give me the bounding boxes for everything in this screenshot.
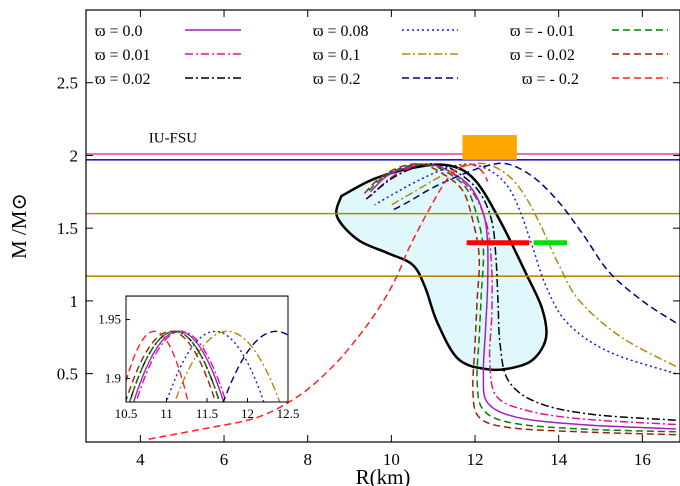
- legend: ϖ = 0.0 ϖ = 0.01 ϖ = 0.02 ϖ = 0.08 ϖ = 0.1 ϖ …: [95, 23, 668, 88]
- legend-label: ϖ = - 0.01: [510, 23, 575, 40]
- inset-background: [126, 296, 288, 402]
- y-axis-label: M /M⊙: [7, 193, 31, 259]
- x-tick-label: 12: [467, 450, 484, 469]
- inset-curve-4: [174, 330, 281, 402]
- inset-x-tick-label: 10.5: [115, 406, 138, 421]
- series-curve-5: [391, 162, 677, 324]
- x-tick-label: 14: [550, 450, 568, 469]
- inset-curve-5: [222, 330, 288, 402]
- legend-label: ϖ = 0.01: [95, 47, 151, 64]
- legend-label: ϖ = 0.02: [95, 71, 151, 88]
- x-tick-label: 16: [634, 450, 651, 469]
- legend-label: ϖ = - 0.02: [510, 47, 575, 64]
- x-axis-label: R(km): [356, 465, 411, 486]
- x-tick-label: 6: [220, 450, 229, 469]
- y-tick-label: 2: [70, 146, 79, 165]
- series-curve-6: [365, 163, 676, 433]
- inset-x-tick-label: 11: [160, 406, 173, 421]
- inset-y-tick-label: 1.95: [98, 312, 121, 327]
- inset-curve-8: [126, 330, 189, 402]
- annotation-iu-fsu: IU-FSU: [149, 130, 198, 146]
- legend-label: ϖ = 0.1: [313, 47, 361, 64]
- constraint-box-0: [462, 135, 517, 160]
- inset-x-tick-label: 11.5: [196, 406, 218, 421]
- series-curve-4: [391, 162, 677, 368]
- inset-curve-3: [165, 330, 265, 402]
- legend-label: ϖ = - 0.2: [522, 71, 579, 88]
- y-tick-label: 1.5: [57, 219, 78, 238]
- series-curve-7: [361, 163, 676, 436]
- x-tick-label: 10: [383, 450, 400, 469]
- y-tick-label: 0.5: [57, 365, 78, 384]
- inset-curve-1: [135, 330, 227, 402]
- inset-x-tick-label: 12.5: [277, 406, 300, 421]
- inset-curve-7: [126, 330, 217, 402]
- inset-y-tick-label: 1.9: [105, 370, 121, 385]
- main-plot: 4 6 8 10 12 14 160.511.522.5 ϖ = 0.0ϖ = 0.01ϖ …: [57, 9, 680, 469]
- series-curve-3: [374, 163, 677, 375]
- inset-plot: 10.5 11 11.5 12 12.5 1.9 1.95: [98, 295, 300, 421]
- y-tick-label: 2.5: [57, 74, 78, 93]
- series-curve-8: [148, 163, 489, 440]
- legend-label: ϖ = 0.2: [313, 71, 361, 88]
- plot-frame: [85, 9, 680, 443]
- x-tick-label: 8: [303, 450, 312, 469]
- legend-label: ϖ = 0.08: [313, 23, 369, 40]
- legend-label: ϖ = 0.0: [95, 23, 143, 40]
- x-tick-label: 4: [136, 450, 145, 469]
- observation-contour: [335, 163, 548, 372]
- series-curve-1: [369, 163, 676, 426]
- y-tick-label: 1: [70, 292, 79, 311]
- inset-x-tick-label: 12: [241, 406, 254, 421]
